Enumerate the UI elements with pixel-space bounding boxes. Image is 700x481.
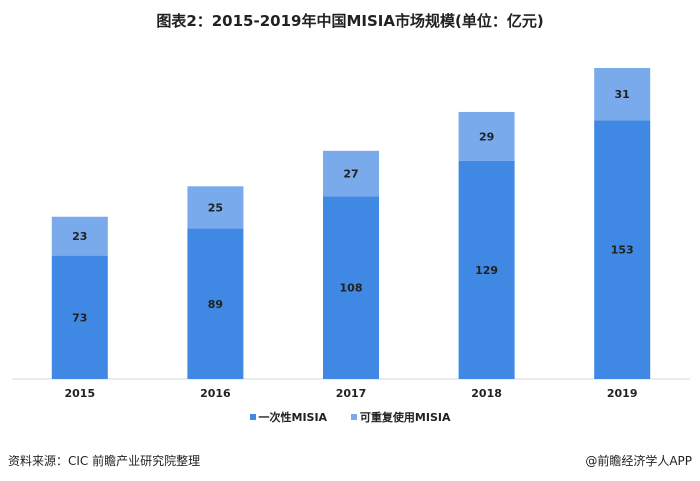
bar-label-2015-series-0: 73 bbox=[72, 311, 87, 324]
bar-label-2018-series-1: 29 bbox=[479, 130, 494, 143]
bar-2018-series-1 bbox=[458, 111, 515, 161]
legend: 一次性MISIA 可重复使用MISIA bbox=[0, 409, 700, 425]
bar-2018-series-0 bbox=[458, 160, 515, 379]
bar-2017-series-0 bbox=[323, 196, 379, 379]
bar-2015-series-1 bbox=[51, 216, 108, 256]
bar-label-2015-series-1: 23 bbox=[72, 230, 87, 243]
legend-label-disposable: 一次性MISIA bbox=[258, 411, 328, 424]
legend-item-reusable: 可重复使用MISIA bbox=[350, 409, 451, 425]
bar-label-2017-series-0: 108 bbox=[340, 282, 363, 295]
legend-item-disposable: 一次性MISIA bbox=[249, 409, 328, 425]
bar-2019-series-1 bbox=[594, 68, 651, 121]
brand-credit: @前瞻经济学人APP bbox=[585, 454, 692, 468]
legend-label-reusable: 可重复使用MISIA bbox=[359, 411, 451, 424]
bar-label-2016-series-1: 25 bbox=[208, 201, 223, 214]
x-tick-label-2016: 2016 bbox=[200, 387, 231, 400]
bar-2015-series-0 bbox=[51, 255, 108, 379]
x-tick-label-2015: 2015 bbox=[64, 387, 95, 400]
bar-label-2019-series-0: 153 bbox=[611, 244, 634, 257]
bar-2019-series-0 bbox=[594, 120, 651, 380]
legend-swatch-reusable bbox=[350, 414, 357, 420]
bar-label-2016-series-0: 89 bbox=[208, 298, 223, 311]
bar-label-2019-series-1: 31 bbox=[615, 88, 630, 101]
bar-label-2018-series-0: 129 bbox=[475, 264, 498, 277]
source-note: 资料来源：CIC 前瞻产业研究院整理 bbox=[8, 454, 201, 468]
bar-2016-series-0 bbox=[187, 228, 244, 379]
x-tick-label-2019: 2019 bbox=[607, 387, 638, 400]
bar-label-2017-series-1: 27 bbox=[343, 168, 358, 181]
bar-2016-series-1 bbox=[187, 186, 244, 229]
x-tick-label-2017: 2017 bbox=[336, 387, 367, 400]
x-tick-label-2018: 2018 bbox=[471, 387, 502, 400]
chart-title: 图表2：2015-2019年中国MISIA市场规模(单位：亿元) bbox=[156, 12, 544, 30]
legend-swatch-disposable bbox=[249, 414, 256, 420]
bar-2017-series-1 bbox=[323, 150, 379, 197]
